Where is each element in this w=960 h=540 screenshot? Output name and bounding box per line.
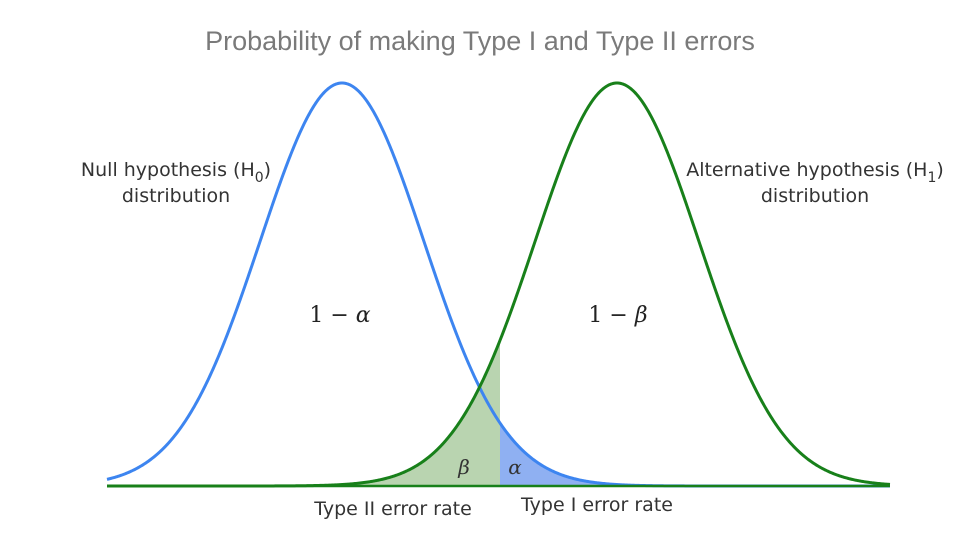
type-two-error-label: Type II error rate	[313, 498, 472, 520]
one-minus-beta-label: 1 − β	[588, 303, 647, 328]
type-one-error-label: Type I error rate	[520, 494, 673, 516]
one-minus-alpha-label: 1 − α	[309, 303, 370, 328]
alpha-symbol: α	[508, 455, 522, 479]
alternative-distribution-label-line2: distribution	[761, 185, 869, 207]
null-distribution-label: Null hypothesis (H0)	[81, 159, 271, 186]
alpha-region	[499, 421, 620, 486]
null-distribution-label-line2: distribution	[122, 185, 230, 207]
diagram-title: Probability of making Type I and Type II…	[205, 26, 755, 56]
alt-subscript: 1	[927, 170, 936, 186]
error-regions	[300, 342, 620, 486]
null-subscript: 0	[255, 170, 264, 186]
beta-symbol: β	[457, 455, 470, 479]
alternative-distribution-label: Alternative hypothesis (H1)	[686, 159, 944, 186]
beta-region	[300, 342, 499, 486]
